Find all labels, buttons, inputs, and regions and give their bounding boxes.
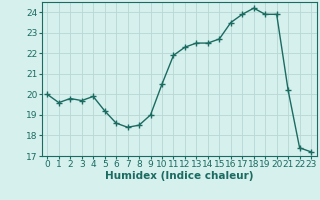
X-axis label: Humidex (Indice chaleur): Humidex (Indice chaleur) bbox=[105, 171, 253, 181]
